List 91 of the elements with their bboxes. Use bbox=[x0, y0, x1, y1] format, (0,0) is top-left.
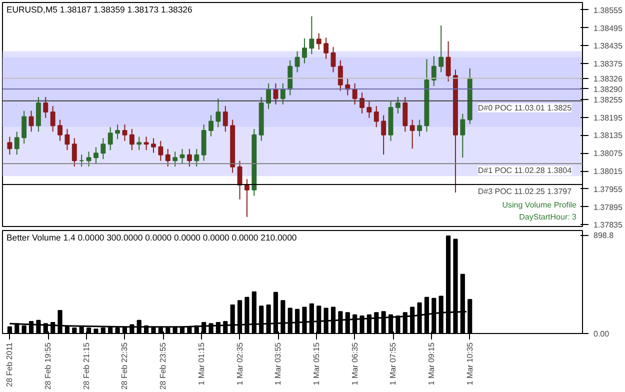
candlestick bbox=[36, 96, 41, 132]
candlestick bbox=[208, 114, 214, 137]
y-tick-label: 1.38375 bbox=[594, 60, 623, 69]
y-tick-label: 1.38255 bbox=[594, 95, 623, 104]
ref-line-label: D#0 POC 11.03.01 1.3825 bbox=[478, 103, 572, 112]
candlestick bbox=[338, 60, 343, 92]
candlestick bbox=[316, 32, 322, 50]
candlestick bbox=[330, 46, 336, 73]
y-tick-label: 1.38326 bbox=[594, 74, 623, 84]
candlestick bbox=[72, 138, 77, 168]
candlestick bbox=[180, 148, 185, 164]
y-tick-label: 1.38015 bbox=[594, 167, 623, 176]
candlestick bbox=[194, 148, 200, 168]
candlestick bbox=[100, 138, 106, 160]
candlestick bbox=[151, 138, 156, 154]
ref-line-label: D#3 POC 11.02.25 1.3797 bbox=[478, 186, 572, 196]
candlestick bbox=[165, 148, 170, 168]
y-tick-label: 0.00 bbox=[594, 330, 610, 338]
candlestick bbox=[309, 16, 314, 55]
x-tick-label: 1 Mar 07:55 bbox=[388, 342, 398, 386]
y-tick-label: 1.38495 bbox=[594, 24, 623, 33]
candlestick bbox=[273, 82, 278, 106]
candlestick bbox=[374, 106, 379, 128]
annotation: DayStartHour: 3 bbox=[519, 212, 578, 222]
x-tick-label: 1 Mar 10:35 bbox=[465, 342, 474, 386]
y-tick-label: 1.37895 bbox=[594, 202, 623, 212]
candlestick bbox=[64, 128, 70, 151]
y-tick-label: 1.37835 bbox=[594, 220, 623, 230]
y-tick-label: 1.37955 bbox=[594, 184, 623, 194]
x-tick-label: 28 Feb 2011 bbox=[5, 342, 14, 387]
x-tick-label: 1 Mar 01:15 bbox=[196, 342, 206, 386]
candlestick bbox=[266, 82, 272, 110]
y-tick-label: 1.38555 bbox=[594, 6, 623, 15]
x-tick-label: 1 Mar 05:15 bbox=[312, 342, 321, 386]
y-tick-label: 1.38290 bbox=[594, 85, 623, 94]
x-tick-label: 28 Feb 21:15 bbox=[82, 342, 91, 390]
chart-title: EURUSD,M5 1.38187 1.38359 1.38173 1.38326 bbox=[6, 4, 192, 14]
candlestick bbox=[410, 119, 415, 150]
candlestick bbox=[237, 160, 242, 200]
candlestick bbox=[108, 126, 113, 151]
candlestick bbox=[122, 124, 128, 142]
candlestick bbox=[360, 92, 364, 114]
candlestick bbox=[93, 146, 98, 164]
candlestick bbox=[186, 148, 192, 168]
x-tick-label: 28 Feb 23:55 bbox=[158, 342, 168, 390]
candlestick bbox=[438, 24, 444, 73]
candlestick bbox=[115, 124, 120, 140]
x-tick-label: 28 Feb 22:35 bbox=[120, 342, 130, 390]
candlestick bbox=[446, 40, 451, 82]
candlestick bbox=[144, 136, 149, 151]
candlestick bbox=[136, 136, 142, 151]
candlestick bbox=[222, 106, 228, 132]
chart-title: Better Volume 1.4 0.0000 300.0000 0.0000 0.0000 0.0000 0.0000 210.0000 bbox=[6, 232, 297, 242]
y-tick-label: 1.38075 bbox=[594, 149, 623, 158]
y-tick-label: 1.38435 bbox=[594, 42, 623, 51]
candlestick bbox=[7, 136, 12, 156]
candlestick bbox=[381, 114, 386, 156]
candlestick bbox=[43, 96, 48, 118]
candlestick bbox=[288, 60, 293, 96]
y-tick-label: 1.38195 bbox=[594, 113, 623, 122]
candlestick bbox=[395, 96, 400, 114]
candlestick bbox=[402, 96, 408, 132]
candlestick bbox=[50, 106, 56, 132]
candlestick bbox=[302, 38, 307, 64]
candlestick bbox=[417, 119, 422, 137]
candlestick bbox=[324, 37, 329, 60]
candlestick bbox=[129, 128, 134, 151]
candlestick bbox=[280, 82, 286, 106]
candlestick bbox=[158, 140, 164, 162]
candlestick bbox=[431, 56, 436, 87]
candlestick bbox=[294, 50, 300, 73]
candlestick bbox=[22, 110, 27, 144]
candlestick bbox=[216, 98, 221, 128]
candlestick bbox=[172, 151, 178, 168]
candlestick bbox=[352, 82, 358, 106]
candlestick bbox=[366, 101, 372, 118]
x-tick-label: 1 Mar 06:35 bbox=[350, 342, 360, 386]
y-tick-label: 1.38135 bbox=[594, 131, 623, 140]
x-tick-label: 1 Mar 02:35 bbox=[235, 342, 244, 386]
annotation: Using Volume Profile bbox=[502, 200, 578, 210]
ref-line-label: D#1 POC 11.02.28 1.3804 bbox=[478, 166, 572, 176]
candlestick bbox=[460, 113, 466, 158]
x-tick-label: 28 Feb 19:55 bbox=[44, 342, 53, 390]
candlestick bbox=[28, 110, 34, 132]
candlestick bbox=[86, 151, 92, 168]
candlestick bbox=[58, 119, 62, 142]
x-tick-label: 1 Mar 03:55 bbox=[274, 342, 283, 386]
x-tick-label: 1 Mar 09:15 bbox=[427, 342, 436, 386]
y-tick-label: 898.8 bbox=[594, 231, 614, 240]
candlestick bbox=[14, 131, 20, 156]
candlestick bbox=[244, 178, 250, 218]
